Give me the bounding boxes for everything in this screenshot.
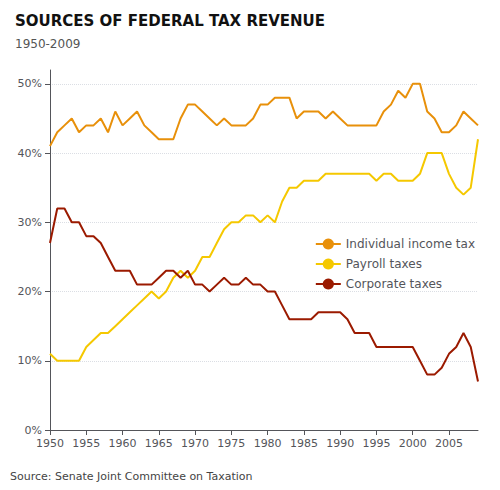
svg-text:20%: 20%	[18, 285, 42, 298]
svg-text:30%: 30%	[18, 216, 42, 229]
svg-text:Corporate taxes: Corporate taxes	[346, 277, 442, 291]
svg-text:Source: Senate Joint Committee: Source: Senate Joint Committee on Taxati…	[10, 470, 253, 483]
svg-text:1985: 1985	[290, 437, 318, 450]
svg-text:Payroll taxes: Payroll taxes	[346, 257, 422, 271]
svg-text:50%: 50%	[18, 77, 42, 90]
svg-text:1950: 1950	[36, 437, 64, 450]
svg-text:SOURCES OF FEDERAL TAX REVENUE: SOURCES OF FEDERAL TAX REVENUE	[15, 12, 325, 30]
svg-text:2000: 2000	[399, 437, 427, 450]
svg-text:1995: 1995	[362, 437, 390, 450]
svg-text:1950-2009: 1950-2009	[15, 37, 80, 51]
svg-text:0%: 0%	[25, 424, 42, 437]
svg-text:1965: 1965	[145, 437, 173, 450]
svg-text:1970: 1970	[181, 437, 209, 450]
svg-text:10%: 10%	[18, 354, 42, 367]
svg-text:1955: 1955	[72, 437, 100, 450]
svg-text:1990: 1990	[326, 437, 354, 450]
svg-text:40%: 40%	[18, 147, 42, 160]
svg-text:Individual income tax: Individual income tax	[346, 237, 475, 251]
svg-text:1975: 1975	[217, 437, 245, 450]
svg-text:1960: 1960	[109, 437, 137, 450]
svg-text:1980: 1980	[254, 437, 282, 450]
svg-text:2005: 2005	[435, 437, 463, 450]
